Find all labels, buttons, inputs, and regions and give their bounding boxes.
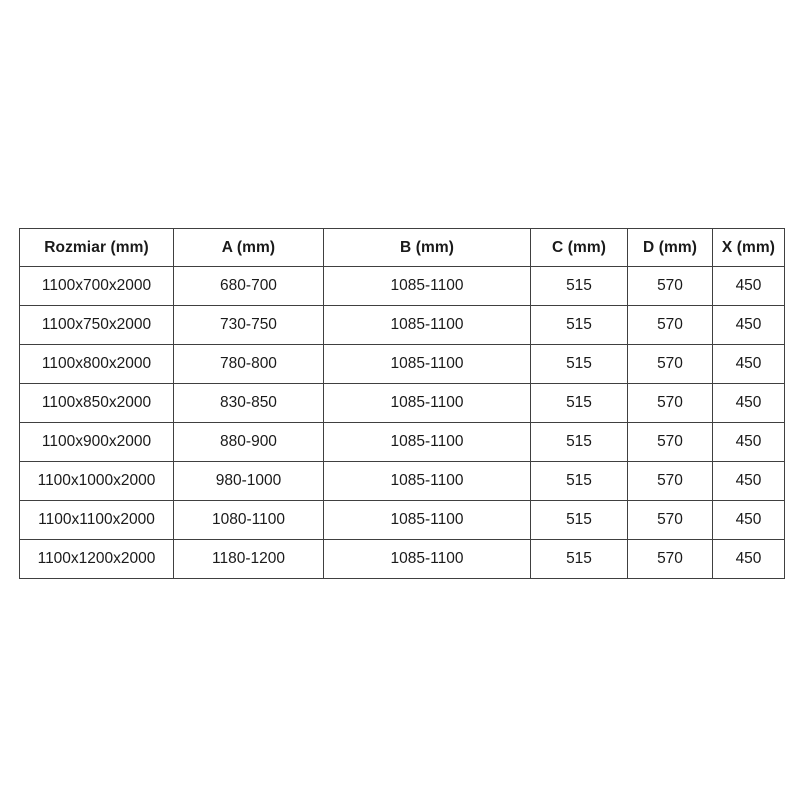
cell-a: 1180-1200 <box>173 539 324 579</box>
cell-x: 450 <box>712 305 785 345</box>
cell-x: 450 <box>712 383 785 423</box>
table-row: 1100x1200x2000 1180-1200 1085-1100 515 5… <box>19 539 785 579</box>
cell-size: 1100x850x2000 <box>19 383 174 423</box>
cell-a: 830-850 <box>173 383 324 423</box>
cell-c: 515 <box>530 539 628 579</box>
table-body: 1100x700x2000 680-700 1085-1100 515 570 … <box>19 266 785 579</box>
cell-x: 450 <box>712 266 785 306</box>
cell-b: 1085-1100 <box>323 422 531 462</box>
table-row: 1100x1000x2000 980-1000 1085-1100 515 57… <box>19 461 785 501</box>
cell-size: 1100x700x2000 <box>19 266 174 306</box>
table-row: 1100x1100x2000 1080-1100 1085-1100 515 5… <box>19 500 785 540</box>
cell-x: 450 <box>712 461 785 501</box>
cell-x: 450 <box>712 344 785 384</box>
cell-c: 515 <box>530 383 628 423</box>
cell-b: 1085-1100 <box>323 305 531 345</box>
cell-a: 980-1000 <box>173 461 324 501</box>
table-row: 1100x750x2000 730-750 1085-1100 515 570 … <box>19 305 785 345</box>
cell-a: 680-700 <box>173 266 324 306</box>
cell-b: 1085-1100 <box>323 266 531 306</box>
cell-x: 450 <box>712 422 785 462</box>
table-row: 1100x700x2000 680-700 1085-1100 515 570 … <box>19 266 785 306</box>
cell-d: 570 <box>627 539 713 579</box>
cell-c: 515 <box>530 422 628 462</box>
cell-b: 1085-1100 <box>323 461 531 501</box>
table-header-row: Rozmiar (mm) A (mm) B (mm) C (mm) D (mm)… <box>19 228 785 267</box>
table-header: Rozmiar (mm) A (mm) B (mm) C (mm) D (mm)… <box>19 228 785 267</box>
cell-d: 570 <box>627 266 713 306</box>
cell-b: 1085-1100 <box>323 383 531 423</box>
cell-d: 570 <box>627 422 713 462</box>
table-row: 1100x850x2000 830-850 1085-1100 515 570 … <box>19 383 785 423</box>
column-header-d: D (mm) <box>627 228 713 267</box>
cell-size: 1100x1200x2000 <box>19 539 174 579</box>
cell-size: 1100x800x2000 <box>19 344 174 384</box>
cell-d: 570 <box>627 344 713 384</box>
cell-d: 570 <box>627 383 713 423</box>
cell-x: 450 <box>712 539 785 579</box>
cell-a: 880-900 <box>173 422 324 462</box>
specification-table: Rozmiar (mm) A (mm) B (mm) C (mm) D (mm)… <box>19 228 785 579</box>
table-row: 1100x900x2000 880-900 1085-1100 515 570 … <box>19 422 785 462</box>
cell-c: 515 <box>530 500 628 540</box>
cell-b: 1085-1100 <box>323 344 531 384</box>
cell-size: 1100x1100x2000 <box>19 500 174 540</box>
cell-c: 515 <box>530 344 628 384</box>
column-header-c: C (mm) <box>530 228 628 267</box>
cell-size: 1100x750x2000 <box>19 305 174 345</box>
cell-d: 570 <box>627 461 713 501</box>
cell-a: 730-750 <box>173 305 324 345</box>
table-row: 1100x800x2000 780-800 1085-1100 515 570 … <box>19 344 785 384</box>
column-header-b: B (mm) <box>323 228 531 267</box>
cell-d: 570 <box>627 305 713 345</box>
cell-size: 1100x1000x2000 <box>19 461 174 501</box>
cell-a: 780-800 <box>173 344 324 384</box>
column-header-size: Rozmiar (mm) <box>19 228 174 267</box>
cell-a: 1080-1100 <box>173 500 324 540</box>
cell-c: 515 <box>530 461 628 501</box>
cell-b: 1085-1100 <box>323 539 531 579</box>
column-header-x: X (mm) <box>712 228 785 267</box>
cell-b: 1085-1100 <box>323 500 531 540</box>
cell-size: 1100x900x2000 <box>19 422 174 462</box>
column-header-a: A (mm) <box>173 228 324 267</box>
cell-c: 515 <box>530 305 628 345</box>
cell-x: 450 <box>712 500 785 540</box>
specification-table-container: Rozmiar (mm) A (mm) B (mm) C (mm) D (mm)… <box>19 228 785 579</box>
cell-c: 515 <box>530 266 628 306</box>
cell-d: 570 <box>627 500 713 540</box>
